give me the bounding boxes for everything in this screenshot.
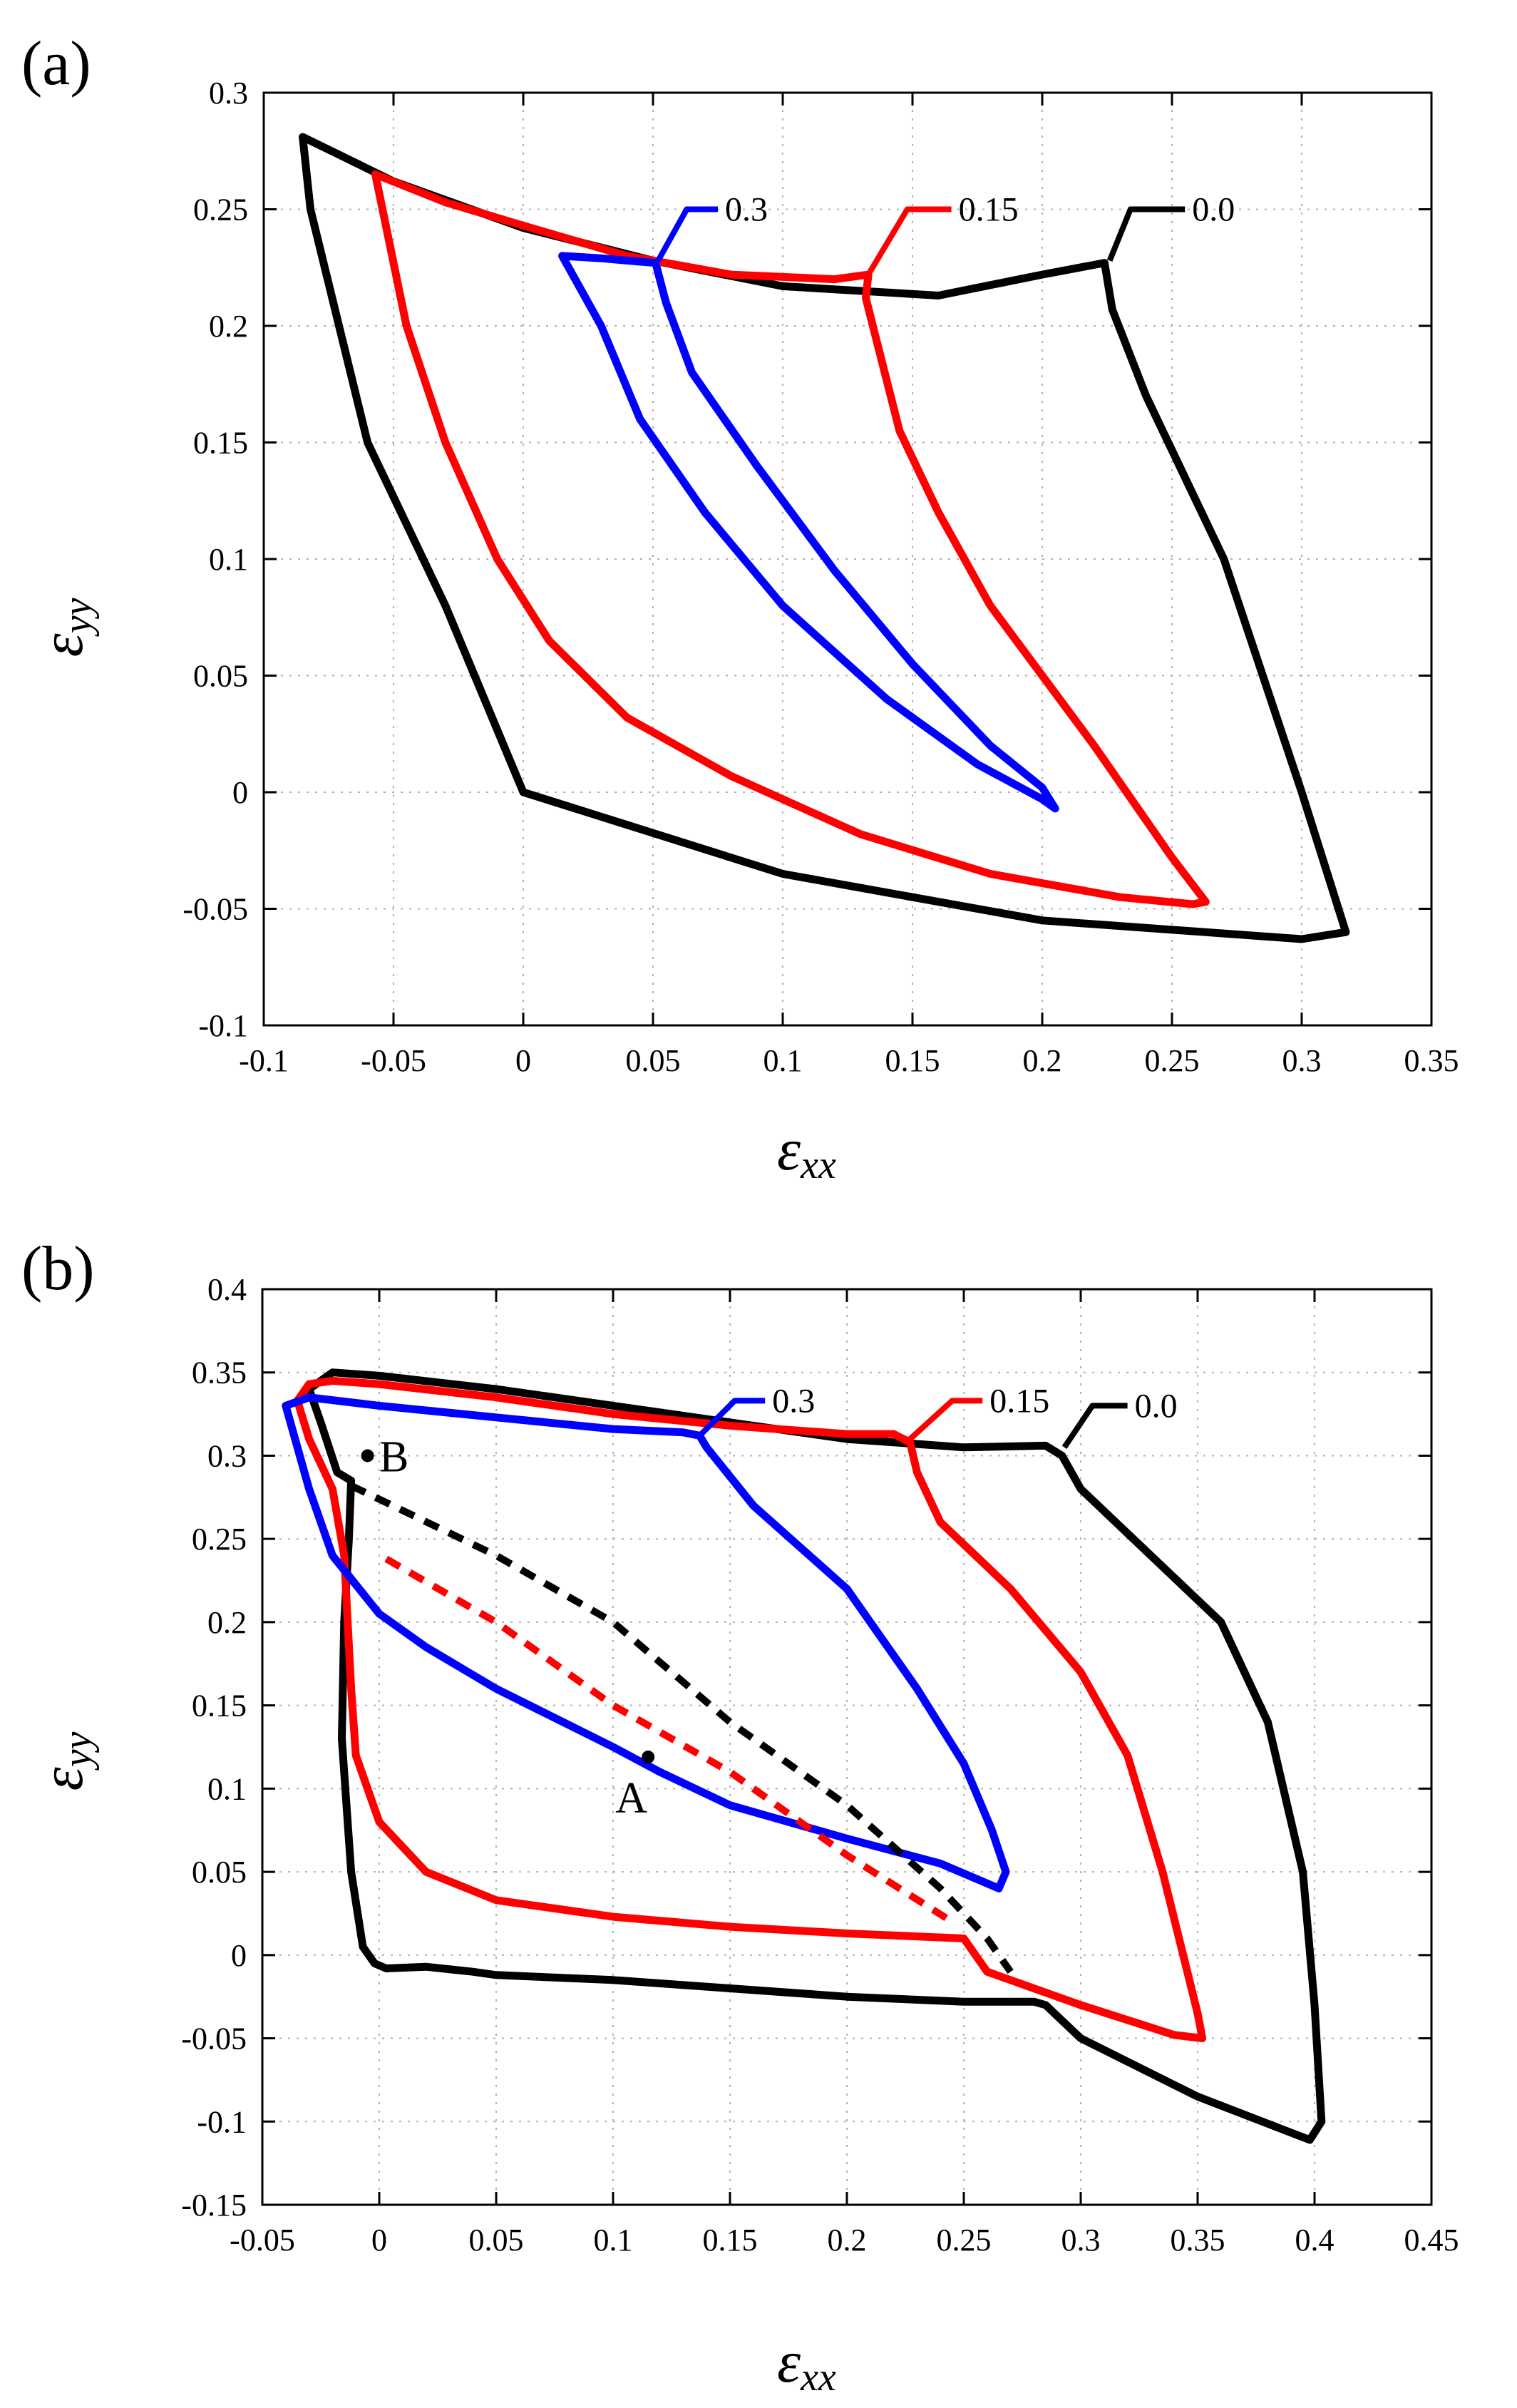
panel-a-grid: [264, 93, 1431, 1025]
panel-a-x-axis-subscript: xx: [800, 1143, 836, 1187]
panel-b-y-tick-labels: -0.15 -0.1 -0.05 0 0.05 0.1 0.15 0.2 0.25 0.3 0.35…: [181, 1272, 247, 2223]
panel-a-x-tick-label: 0.3: [1282, 1043, 1322, 1078]
panel-a-series-0-0: [299, 133, 1350, 943]
panel-a-annotations: 0.0 0.15 0.3: [655, 191, 1235, 277]
panel-b-y-axis-subscript: yy: [56, 1731, 100, 1771]
panel-a-y-tick-label: -0.05: [182, 892, 248, 927]
panel-b-y-tick-label: 0.2: [207, 1605, 247, 1640]
panel-a-y-axis-subscript: yy: [56, 598, 100, 637]
panel-b-x-tick-label: 0.2: [828, 2223, 867, 2258]
panel-a-y-tick-label: 0: [232, 775, 248, 810]
panel-b-y-tick-label: -0.1: [197, 2104, 247, 2139]
panel-a-x-tick-label: 0: [515, 1043, 531, 1078]
panel-a-series-0-15: [371, 170, 1210, 908]
panel-b-ticks: [261, 1288, 1433, 2206]
panel-a-y-axis-symbol: ε: [29, 632, 96, 657]
panel-b-y-tick-label: 0.4: [207, 1272, 247, 1307]
panel-b-grid: [262, 1289, 1431, 2205]
panel-a-y-tick-label: 0.3: [209, 76, 248, 111]
panel-b-y-axis-title: εyy: [29, 1731, 100, 1790]
panel-b-curve-label-0-3: 0.3: [772, 1382, 815, 1420]
panel-a-series: [299, 133, 1350, 943]
panel-b-y-axis-symbol: ε: [29, 1766, 96, 1790]
panel-b-y-tick-label: -0.05: [181, 2022, 247, 2056]
panel-b-y-tick-label: 0.25: [192, 1522, 247, 1557]
panel-a-y-tick-label: 0.1: [209, 542, 248, 577]
panel-a-leader-0-15: [865, 206, 952, 277]
panel-a-x-tick-label: 0.25: [1145, 1043, 1200, 1078]
panel-b-leader-0-3: [697, 1398, 766, 1438]
panel-b-y-tick-label: -0.15: [181, 2188, 247, 2223]
panel-a-x-tick-labels: -0.1 -0.05 0 0.05 0.1 0.15 0.2 0.25 0.3 0.35: [239, 1043, 1459, 1078]
panel-b-x-axis-title: εxx: [777, 2329, 836, 2399]
panel-a: (a) 0.0 0.15 0.3 -0.1 -0.05 0 0.05 0.1 0.15 0.2 0…: [21, 29, 1459, 1187]
panel-b-point-A: [642, 1751, 655, 1764]
panel-a-x-tick-label: 0.35: [1404, 1043, 1459, 1078]
panel-b-y-tick-label: 0: [231, 1938, 247, 1973]
panel-b: (b) 0.00.150.3 BA -0.05 0 0.05 0.1 0.15 0.2 0.…: [21, 1234, 1459, 2399]
panel-b-marked-points: BA: [361, 1433, 655, 1823]
panel-a-x-tick-label: -0.05: [361, 1043, 426, 1078]
panel-a-label: (a): [21, 29, 91, 98]
panel-b-y-tick-label: 0.3: [207, 1438, 247, 1473]
panel-b-x-tick-labels: -0.05 0 0.05 0.1 0.15 0.2 0.25 0.3 0.35 0.4 0.45: [230, 2223, 1459, 2258]
panel-a-series-0-3: [558, 252, 1059, 813]
panel-b-series-0-15: [293, 1376, 1207, 2042]
panel-a-y-tick-label: 0.25: [193, 193, 248, 227]
panel-b-x-axis-subscript: xx: [800, 2355, 836, 2399]
panel-a-x-tick-label: 0.15: [885, 1043, 940, 1078]
panel-b-x-tick-label: 0.1: [594, 2223, 633, 2258]
panel-a-y-tick-label: 0.15: [193, 426, 248, 461]
panel-a-ticks: [262, 91, 1433, 1027]
panel-b-series-dash-red: [384, 1555, 955, 1925]
panel-b-point-B: [361, 1449, 374, 1462]
panel-a-y-tick-label: -0.1: [198, 1008, 248, 1043]
panel-a-y-axis-title: εyy: [29, 598, 100, 657]
panel-b-x-tick-label: 0.3: [1061, 2223, 1101, 2258]
panel-a-x-tick-label: 0.2: [1023, 1043, 1062, 1078]
panel-a-y-tick-labels: -0.1 -0.05 0 0.05 0.1 0.15 0.2 0.25 0.3: [182, 76, 248, 1043]
panel-b-series-0-0: [305, 1368, 1326, 2144]
panel-b-x-tick-label: -0.05: [230, 2223, 295, 2258]
panel-b-y-tick-label: 0.15: [192, 1689, 247, 1723]
panel-b-point-label-A: A: [615, 1774, 647, 1823]
panel-a-leader-0-0: [1106, 206, 1186, 262]
panel-b-curve-label-0-15: 0.15: [989, 1382, 1049, 1420]
panel-b-y-tick-label: 0.1: [207, 1771, 247, 1806]
panel-b-series-dash-black: [349, 1482, 1014, 1974]
panel-a-y-tick-label: 0.2: [209, 309, 248, 344]
panel-a-x-tick-label: 0.05: [626, 1043, 681, 1078]
panel-b-curve-label-0-0: 0.0: [1135, 1387, 1178, 1425]
panel-b-x-tick-label: 0.15: [703, 2223, 758, 2258]
panel-b-x-axis-symbol: ε: [777, 2329, 801, 2395]
panel-b-leader-0-15: [907, 1398, 983, 1442]
panel-b-y-tick-label: 0.35: [192, 1356, 247, 1390]
panel-a-curve-label-0-15: 0.15: [959, 191, 1019, 229]
panel-a-y-tick-label: 0.05: [193, 659, 248, 694]
panel-b-x-tick-label: 0.35: [1171, 2223, 1225, 2258]
panel-a-leader-0-3: [655, 206, 718, 262]
panel-a-x-axis-symbol: ε: [777, 1117, 801, 1183]
panel-b-label: (b): [21, 1234, 95, 1303]
panel-b-x-tick-label: 0.25: [937, 2223, 992, 2258]
panel-b-y-tick-label: 0.05: [192, 1855, 247, 1890]
panel-b-x-tick-label: 0.45: [1404, 2223, 1459, 2258]
panel-a-curve-label-0-3: 0.3: [725, 191, 768, 229]
panel-b-x-tick-label: 0: [371, 2223, 387, 2258]
panel-b-annotations: 0.0 0.15 0.3: [697, 1382, 1178, 1450]
panel-b-series: [282, 1368, 1326, 2144]
panel-b-series-0-3: [282, 1393, 1010, 1892]
panel-a-x-tick-label: 0.1: [763, 1043, 803, 1078]
panel-a-curve-label-0-0: 0.0: [1192, 191, 1235, 229]
panel-b-leader-0-0: [1061, 1403, 1128, 1450]
panel-b-x-tick-label: 0.05: [469, 2223, 524, 2258]
panel-b-point-label-B: B: [379, 1433, 408, 1481]
panel-a-x-tick-label: -0.1: [239, 1043, 289, 1078]
panel-b-x-tick-label: 0.4: [1295, 2223, 1335, 2258]
panel-a-x-axis-title: εxx: [777, 1117, 836, 1187]
